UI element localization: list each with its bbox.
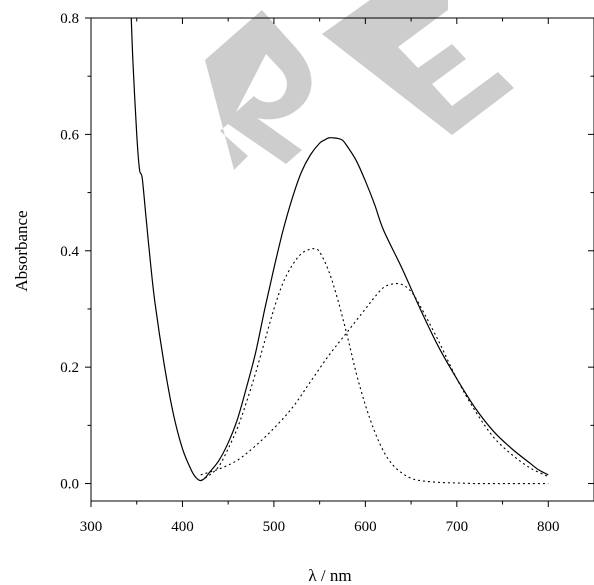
watermark-e [322,0,514,135]
x-tick-label: 400 [171,519,194,535]
solid-series-line [130,17,549,482]
watermark-r [205,10,312,170]
x-tick-label: 600 [354,519,377,535]
x-tick-label: 300 [80,519,103,535]
x-tick-label: 500 [263,519,286,535]
x-tick-label: 700 [446,519,469,535]
x-axis-title: λ / nm [308,566,351,585]
watermark [205,0,514,170]
y-tick-label: 0.2 [60,360,79,376]
y-tick-label: 0.8 [60,11,79,27]
x-tick-label: 800 [537,519,560,535]
plot-area: 300 400 500 600 700 800 0.0 0.2 0.4 0.6 0.8 [60,11,594,535]
y-axis-title: Absorbance [12,210,31,291]
y-tick-label: 0.0 [60,477,79,493]
dotted-series-line-1 [200,248,549,485]
dotted-series-line-2 [200,283,549,478]
y-tick-label: 0.4 [60,244,79,260]
y-tick-label: 0.6 [60,127,79,143]
plot-frame [90,17,594,502]
